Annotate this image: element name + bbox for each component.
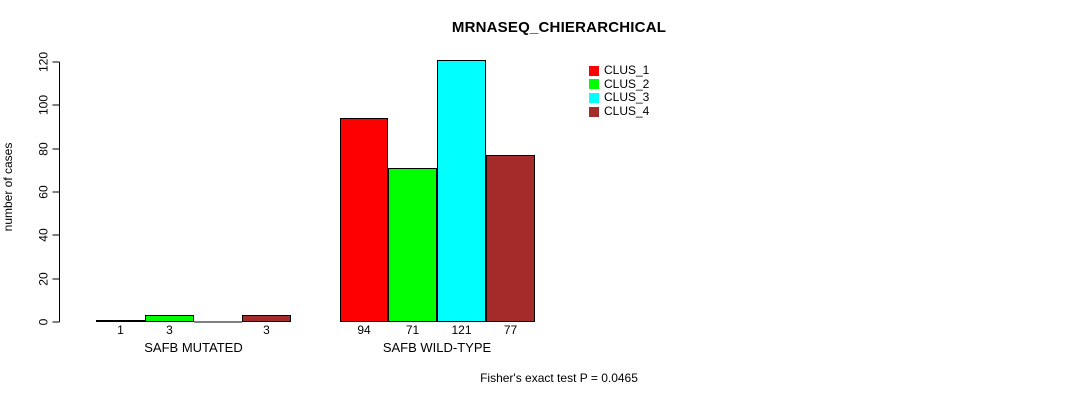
legend-swatch-icon [589,65,599,76]
legend-item: CLUS_2 [589,76,650,92]
y-tick-label: 120 [37,52,51,72]
legend-item: CLUS_1 [589,63,650,78]
bar-value-label: 77 [504,323,518,337]
bar-CLUS_2 [145,315,194,322]
legend-item: CLUS_3 [589,91,649,105]
bar-CLUS_4 [486,155,535,322]
bar-value-label: 1 [117,323,124,337]
bar-CLUS_2 [388,168,437,322]
legend-swatch-icon [589,106,599,117]
annotation-text: Fisher's exact test P = 0.0465 [480,371,638,385]
y-tick-label: 80 [37,142,51,156]
y-tick-label: 100 [37,95,51,115]
bar-value-label: 71 [406,323,420,337]
y-tick-label: 20 [37,272,51,286]
bar-CLUS_1 [340,118,388,322]
legend-swatch-icon [589,92,599,103]
y-tick-label: 0 [37,318,51,325]
legend-label: CLUS_3 [604,90,650,105]
chart-title: MRNASEQ_CHIERARCHICAL [451,19,667,36]
y-tick-label: 40 [37,228,51,242]
y-tick-label: 60 [37,185,51,199]
legend-label: CLUS_4 [604,103,650,118]
bar-CLUS_4 [242,315,291,322]
legend-label: CLUS_2 [604,76,650,91]
legend-label: CLUS_1 [604,63,650,77]
legend-swatch-icon [589,79,599,90]
legend: CLUS_1 CLUS_2 CLUS_3 CLUS_4 [589,63,650,119]
group-label: SAFB WILD-TYPE [383,340,492,355]
legend-item: CLUS_4 [589,103,650,119]
group-label: SAFB MUTATED [144,340,242,355]
bar-value-label: 3 [263,323,270,337]
bar-CLUS_3 [437,60,486,322]
bar-CLUS_1 [96,320,145,322]
bar-value-label: 121 [451,323,471,337]
bar-value-label: 94 [357,323,371,337]
bar-value-label: 3 [166,323,173,337]
